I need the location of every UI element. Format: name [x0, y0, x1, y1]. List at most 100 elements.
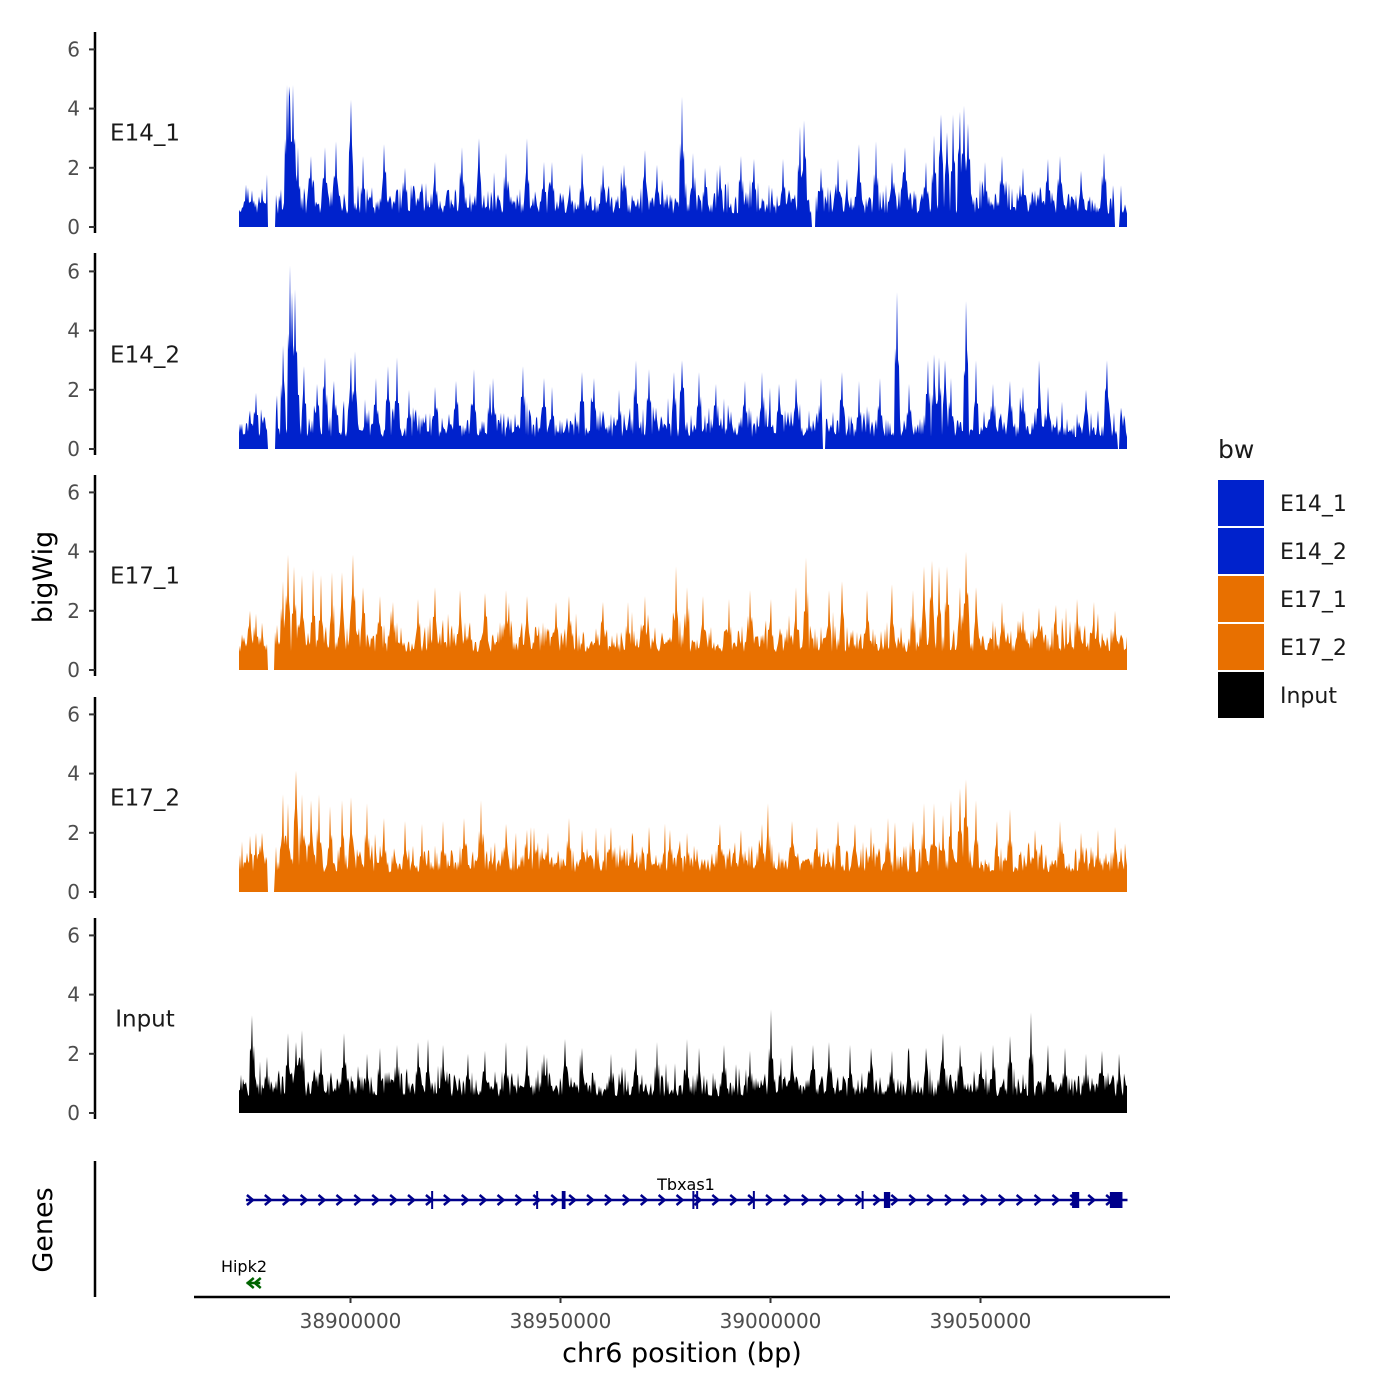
track-label-Input: Input [115, 1006, 175, 1032]
signal-area-E14_2 [239, 265, 1127, 449]
y-tick-label-E14_2: 2 [67, 378, 80, 402]
y-tick-label-Input: 2 [67, 1042, 80, 1066]
y-tick-label-Input: 6 [67, 923, 80, 947]
x-axis: 38900000 38950000 39000000 39050000 [194, 1295, 1170, 1333]
y-tick-label-E17_2: 6 [67, 702, 80, 726]
legend-swatch-E17_2 [1218, 624, 1264, 670]
strand-arrow-icon [335, 1194, 345, 1206]
track-label-E14_2: E14_2 [110, 342, 180, 368]
signal-area-E17_1 [239, 551, 1127, 670]
track-E17_1: 0 2 4 6 E17_1 [67, 475, 1127, 682]
exon-Tbxas1 [431, 1191, 434, 1209]
legend-title: bw [1218, 435, 1254, 464]
strand-arrow-icon [836, 1194, 846, 1206]
legend-label-Input: Input [1280, 684, 1337, 709]
strand-arrow-icon [908, 1194, 918, 1206]
y-tick-label-E14_1: 0 [67, 215, 80, 239]
strand-arrow-icon [622, 1194, 631, 1206]
y-tick-label-E14_2: 0 [67, 437, 80, 461]
strand-arrow-icon [371, 1194, 381, 1206]
strand-arrow-icon [639, 1194, 649, 1206]
exon-Tbxas1 [1109, 1192, 1123, 1208]
x-tick-label: 39050000 [930, 1309, 1032, 1333]
strand-arrow-icon [872, 1194, 882, 1206]
track-label-E17_1: E17_1 [110, 563, 180, 589]
x-tick-label: 38950000 [510, 1309, 612, 1333]
y-tick-label-E14_1: 6 [67, 37, 80, 61]
signal-area-E17_2 [239, 770, 1127, 892]
strand-arrow-icon [478, 1194, 488, 1206]
gene-Hipk2: Hipk2 [221, 1257, 267, 1289]
strand-arrow-icon [460, 1194, 470, 1206]
x-tick-label: 39000000 [720, 1309, 822, 1333]
strand-arrow-icon [711, 1194, 721, 1206]
strand-arrow-icon [299, 1194, 309, 1206]
strand-arrow-icon [264, 1194, 273, 1206]
exon-Tbxas1 [861, 1191, 864, 1209]
genes-axis-title: Genes [28, 1187, 59, 1272]
legend-label-E17_1: E17_1 [1280, 588, 1347, 613]
exon-Tbxas1 [561, 1191, 566, 1209]
strand-arrow-icon [532, 1194, 542, 1206]
strand-arrow-icon [818, 1194, 828, 1206]
strand-arrow-icon [1087, 1194, 1097, 1206]
y-tick-label-E17_1: 6 [67, 480, 80, 504]
strand-arrow-icon [389, 1194, 399, 1206]
x-axis-title: chr6 position (bp) [562, 1338, 802, 1369]
strand-arrow-icon [1015, 1194, 1025, 1206]
y-tick-label-E17_1: 0 [67, 658, 80, 682]
strand-arrow-icon [604, 1194, 613, 1206]
y-tick-label-E14_1: 4 [67, 97, 80, 121]
genes-panel: Tbxas1 Hipk2 [93, 1161, 1128, 1297]
strand-arrow-icon [514, 1194, 524, 1206]
exon-Tbxas1 [1072, 1192, 1080, 1208]
strand-arrow-icon [890, 1194, 900, 1206]
signal-tracks: 0 2 4 6 E14_1 0 2 4 6 E14_2 0 2 4 6 E17_1 0 2 4 6 E17_2 0 2 4 6… [67, 32, 1127, 1125]
legend-swatch-E17_1 [1218, 576, 1264, 622]
strand-arrow-icon [997, 1194, 1007, 1206]
strand-arrow-icon [980, 1194, 989, 1206]
strand-arrow-icon [783, 1194, 792, 1206]
gene-Tbxas1: Tbxas1 [245, 1175, 1128, 1209]
strand-arrow-icon [854, 1194, 864, 1206]
track-label-E14_1: E14_1 [110, 120, 180, 146]
strand-arrow-icon [657, 1194, 667, 1206]
y-tick-label-Input: 0 [67, 1101, 80, 1125]
legend-label-E14_2: E14_2 [1280, 540, 1347, 565]
y-tick-label-E14_1: 2 [67, 156, 80, 180]
strand-arrow-icon [281, 1194, 291, 1206]
y-tick-label-E17_1: 2 [67, 599, 80, 623]
y-tick-label-E17_2: 4 [67, 762, 80, 786]
strand-arrow-icon [729, 1194, 739, 1206]
strand-arrow-icon [317, 1194, 327, 1206]
track-label-E17_2: E17_2 [110, 785, 180, 811]
strand-arrow-icon [443, 1194, 452, 1206]
y-tick-label-Input: 4 [67, 983, 80, 1007]
legend-label-E14_1: E14_1 [1280, 492, 1347, 517]
strand-arrow-icon [407, 1194, 416, 1206]
strand-arrow-icon [962, 1194, 971, 1206]
y-axis-title: bigWig [28, 531, 59, 624]
y-tick-label-E14_2: 4 [67, 319, 80, 343]
signal-area-E14_1 [239, 84, 1127, 228]
track-E14_2: 0 2 4 6 E14_2 [67, 253, 1127, 461]
strand-arrow-icon [1051, 1194, 1061, 1206]
strand-arrow-icon [926, 1194, 936, 1206]
strand-arrow-icon [252, 1277, 262, 1289]
legend-swatch-E14_1 [1218, 480, 1264, 526]
strand-arrow-icon [801, 1194, 810, 1206]
gene-label-Tbxas1: Tbxas1 [656, 1175, 715, 1194]
strand-arrow-icon [586, 1194, 595, 1206]
gene-label-Hipk2: Hipk2 [221, 1257, 267, 1276]
signal-area-Input [239, 1009, 1127, 1113]
legend: bw E14_1 E14_2 E17_1 E17_2 Input [1218, 435, 1347, 718]
track-E14_1: 0 2 4 6 E14_1 [67, 32, 1127, 239]
strand-arrow-icon [245, 1277, 255, 1289]
strand-arrow-icon [765, 1194, 774, 1206]
y-tick-label-E17_2: 2 [67, 821, 80, 845]
exon-Tbxas1 [752, 1191, 755, 1209]
exon-Tbxas1 [883, 1192, 891, 1208]
x-tick-label: 38900000 [300, 1309, 402, 1333]
exon-Tbxas1 [536, 1191, 539, 1209]
strand-arrow-icon [675, 1194, 685, 1206]
